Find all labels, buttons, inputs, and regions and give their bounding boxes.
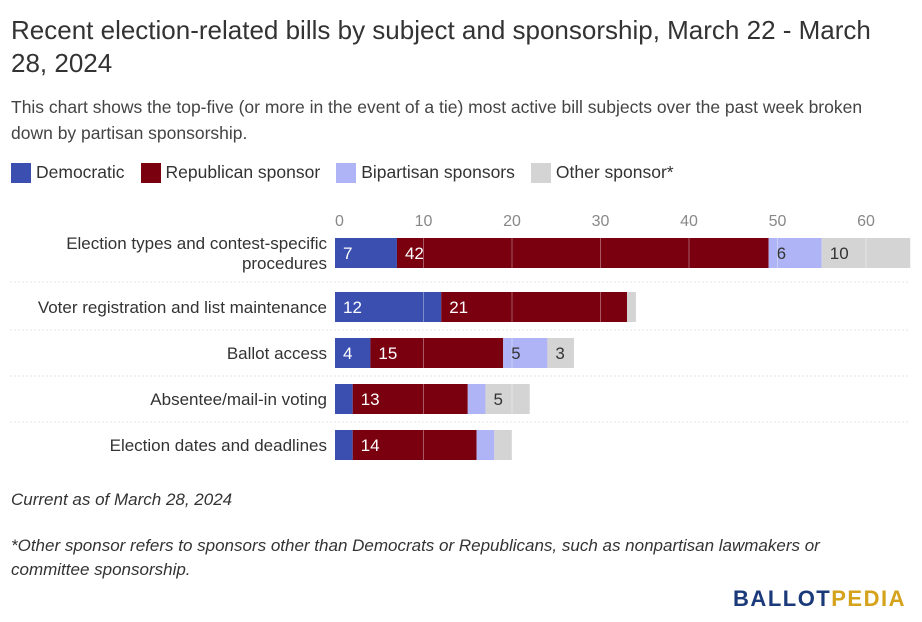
category-label: Election types and contest-specific proce… bbox=[66, 234, 327, 273]
legend-item-democratic: Democratic bbox=[11, 162, 125, 183]
bar-segment bbox=[352, 384, 468, 414]
footnote: *Other sponsor refers to sponsors other … bbox=[11, 536, 820, 579]
bar-segment bbox=[821, 238, 911, 268]
legend-label: Bipartisan sponsors bbox=[361, 162, 515, 182]
legend-label: Democratic bbox=[36, 162, 125, 182]
legend-item-republican: Republican sponsor bbox=[140, 162, 321, 183]
bar-segment bbox=[335, 338, 371, 368]
bar-segment bbox=[335, 292, 442, 322]
stacked-bar-chart: 0 10 20 30 40 50 60 Election types and contest-… bbox=[10, 213, 911, 462]
data-label: 14 bbox=[361, 436, 380, 455]
chart-legend: Democratic Republican sponsor Bipartisan… bbox=[11, 162, 690, 183]
chart-title: Recent election-related bills by subject… bbox=[11, 15, 871, 78]
bar-segment bbox=[547, 338, 574, 368]
data-label: 5 bbox=[511, 344, 520, 363]
bar-segment bbox=[503, 338, 548, 368]
data-label: 7 bbox=[343, 244, 352, 263]
legend-swatch-democratic bbox=[11, 162, 31, 183]
bar-segment bbox=[494, 430, 512, 460]
bar-segment bbox=[335, 430, 353, 460]
bar-segment bbox=[627, 292, 636, 322]
bar-segment bbox=[485, 384, 530, 414]
category-label: Absentee/mail-in voting bbox=[150, 390, 327, 409]
x-tick-label: 30 bbox=[592, 213, 610, 230]
bar-segment bbox=[370, 338, 504, 368]
data-label: 15 bbox=[378, 344, 397, 363]
data-label: 3 bbox=[555, 344, 564, 363]
data-label: 5 bbox=[493, 390, 502, 409]
category-label: Election dates and deadlines bbox=[110, 436, 327, 455]
bar-segment bbox=[441, 292, 628, 322]
legend-swatch-bipartisan bbox=[336, 162, 357, 183]
legend-item-bipartisan: Bipartisan sponsors bbox=[336, 162, 515, 183]
data-label: 4 bbox=[343, 344, 352, 363]
legend-item-other: Other sponsor* bbox=[530, 162, 674, 183]
legend-swatch-republican bbox=[140, 162, 161, 183]
category-label: Ballot access bbox=[227, 344, 327, 363]
bar-segment bbox=[396, 238, 769, 268]
current-as-of-note: Current as of March 28, 2024 bbox=[11, 490, 233, 509]
x-tick-label: 0 bbox=[335, 213, 344, 230]
data-label: 10 bbox=[830, 244, 849, 263]
bar-segment bbox=[335, 384, 353, 414]
legend-label: Republican sponsor bbox=[165, 162, 321, 182]
ballotpedia-logo: BALLOTPEDIA bbox=[733, 586, 906, 612]
bar-segment bbox=[768, 238, 822, 268]
x-tick-label: 60 bbox=[857, 213, 875, 230]
data-label: 21 bbox=[449, 298, 468, 317]
x-tick-label: 20 bbox=[503, 213, 521, 230]
legend-label: Other sponsor* bbox=[555, 162, 674, 182]
bar-segment bbox=[352, 430, 477, 460]
bar-segment bbox=[467, 384, 486, 414]
data-label: 42 bbox=[405, 244, 424, 263]
bar-segment bbox=[335, 238, 397, 268]
x-tick-label: 10 bbox=[415, 213, 433, 230]
logo-part-ballot: BALLOT bbox=[733, 586, 832, 611]
data-label: 13 bbox=[361, 390, 380, 409]
data-label: 12 bbox=[343, 298, 362, 317]
legend-swatch-other bbox=[530, 162, 551, 183]
x-tick-label: 40 bbox=[680, 213, 698, 230]
x-tick-label: 50 bbox=[769, 213, 787, 230]
logo-part-pedia: PEDIA bbox=[831, 586, 906, 611]
bar-segment bbox=[476, 430, 495, 460]
category-label: Voter registration and list maintenance bbox=[38, 298, 327, 317]
chart-subtitle: This chart shows the top-five (or more i… bbox=[11, 97, 863, 143]
data-label: 6 bbox=[777, 244, 786, 263]
